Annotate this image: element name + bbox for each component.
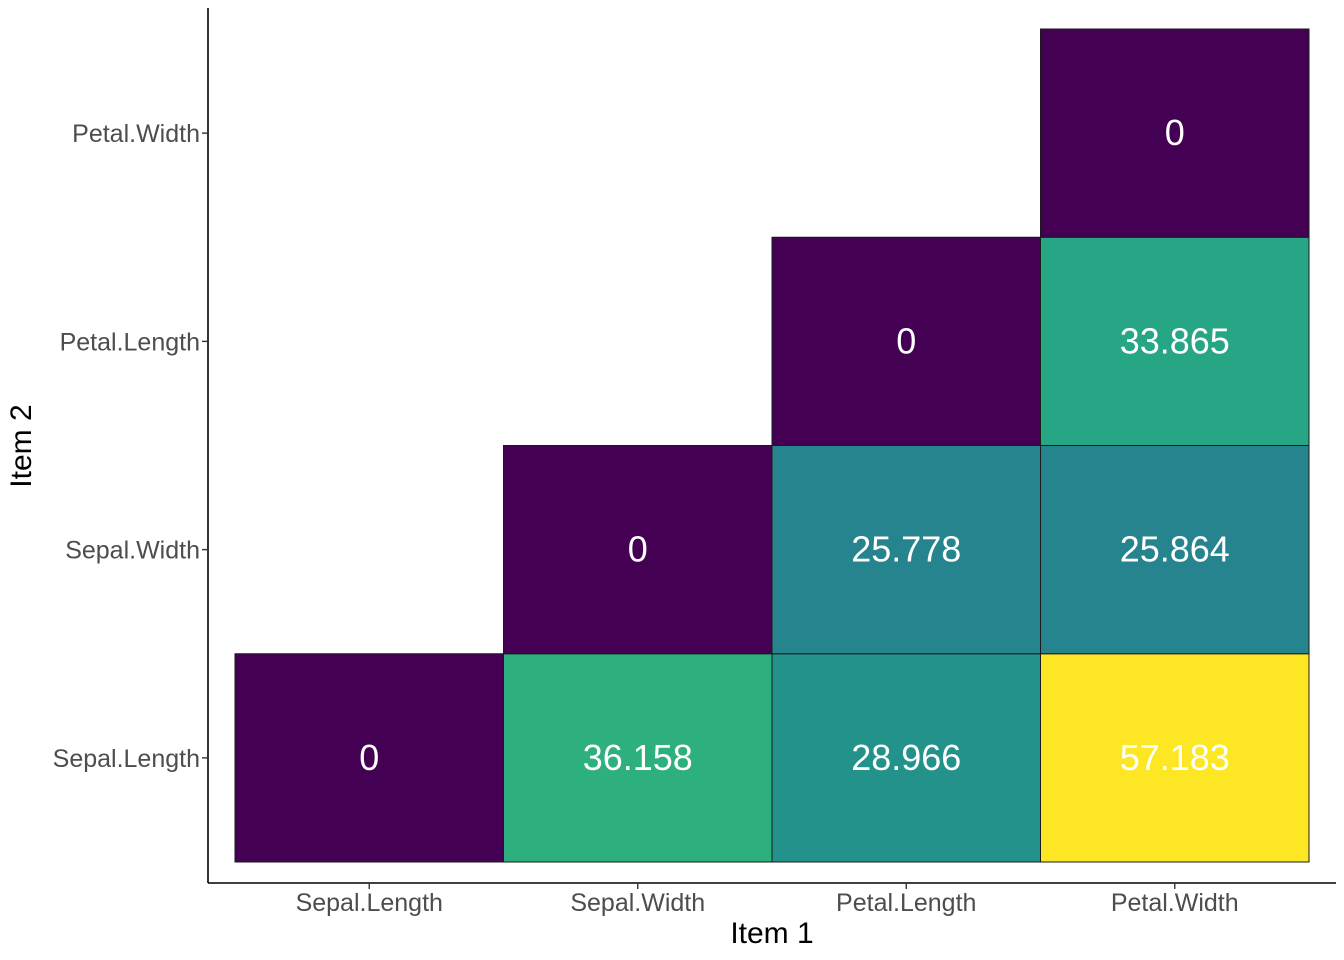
y-tick-label: Petal.Length [60, 328, 200, 356]
heatmap-cell-sepal-width-sepal-length [503, 653, 773, 863]
cell-value-label: 0 [896, 320, 916, 361]
cell-value-label: 25.864 [1120, 529, 1230, 570]
y-tick-label: Petal.Width [72, 120, 200, 148]
y-tick-label: Sepal.Length [53, 745, 200, 773]
heatmap-cell-sepal-width-sepal-width [503, 445, 773, 655]
x-tick-label: Petal.Length [836, 889, 976, 917]
cell-value-label: 25.778 [851, 529, 961, 570]
cell-value-label: 0 [1165, 112, 1185, 153]
y-axis-title: Item 2 [5, 404, 38, 487]
heatmap-cells [234, 28, 1310, 863]
heatmap-cell-petal-width-petal-width [1040, 28, 1310, 238]
heatmap-cell-petal-width-petal-length [1040, 236, 1310, 446]
x-tick-label: Petal.Width [1111, 889, 1239, 917]
cell-value-label: 36.158 [583, 737, 693, 778]
cell-value-label: 28.966 [851, 737, 961, 778]
heatmap-cell-petal-length-petal-length [771, 236, 1041, 446]
heatmap-cell-petal-width-sepal-length [1040, 653, 1310, 863]
x-tick-label: Sepal.Width [570, 889, 705, 917]
y-tick-label: Sepal.Width [65, 537, 200, 565]
y-axis-ticks: Sepal.Length Sepal.Width Petal.Length Petal… [53, 120, 208, 773]
cell-value-label: 33.865 [1120, 320, 1230, 361]
x-axis-ticks: Sepal.Length Sepal.Width Petal.Length Petal… [296, 883, 1239, 917]
heatmap-cell-sepal-length-sepal-length [234, 653, 504, 863]
heatmap-cell-petal-length-sepal-width [771, 445, 1041, 655]
cell-value-label: 0 [359, 737, 379, 778]
cell-value-label: 0 [628, 529, 648, 570]
x-tick-label: Sepal.Length [296, 889, 443, 917]
heatmap-cell-petal-width-sepal-width [1040, 445, 1310, 655]
cell-value-label: 57.183 [1120, 737, 1230, 778]
x-axis-title: Item 1 [730, 917, 813, 950]
heatmap-cell-labels: 0 36.158 28.966 57.183 0 25.778 25.864 0 33.865 0 [359, 112, 1230, 778]
